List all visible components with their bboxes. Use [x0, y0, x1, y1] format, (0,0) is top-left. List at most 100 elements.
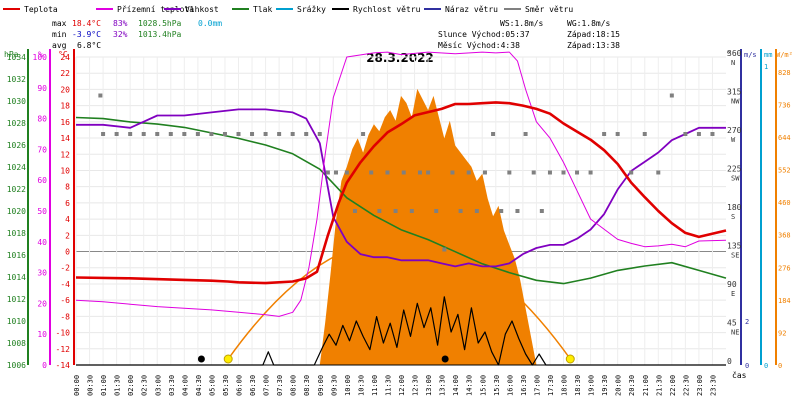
- rain-tick-label: 1: [764, 63, 768, 71]
- pressure-tick-label: 1024: [7, 163, 26, 172]
- legend-label-teplota: Teplota: [24, 5, 58, 14]
- wind-direction-dot: [236, 132, 241, 136]
- wind-direction-dot: [683, 132, 688, 136]
- stats-moonset: Západ:13:38: [567, 41, 620, 50]
- solar-tick-label: 0: [778, 362, 782, 370]
- pressure-tick-label: 1020: [7, 207, 26, 216]
- wind-direction-dot: [426, 170, 431, 175]
- wind-direction-dot: [377, 209, 382, 213]
- x-tick-label: 16:30: [520, 375, 528, 396]
- wind-direction-dot: [195, 132, 200, 136]
- direction-tick-label: 360: [727, 49, 742, 58]
- x-tick-label: 20:30: [628, 375, 636, 396]
- pressure-tick-label: 1012: [7, 295, 26, 304]
- wind-direction-dot: [114, 132, 119, 136]
- stats-max-press: 1028.5hPa: [138, 19, 182, 28]
- humidity-tick-label: 80: [37, 115, 47, 124]
- wind-direction-dot: [98, 93, 103, 98]
- direction-tick-label: 225: [727, 165, 742, 174]
- stats-max-label: max: [52, 19, 67, 28]
- axis-unit-degc: °C: [58, 50, 68, 59]
- pressure-tick-label: 1014: [7, 273, 26, 282]
- pressure-tick-label: 1006: [7, 361, 26, 370]
- wind-direction-dot: [642, 132, 647, 136]
- wind-direction-dot: [393, 209, 398, 213]
- series-rychlost-vetru: [76, 296, 726, 366]
- wind-direction-dot: [101, 132, 106, 136]
- temp-tick-label: 2: [65, 231, 70, 240]
- sunset-marker: [565, 354, 575, 364]
- pressure-tick-label: 1010: [7, 317, 26, 326]
- x-tick-label: 19:00: [588, 375, 596, 396]
- solar-tick-label: 276: [778, 264, 791, 272]
- wind-direction-dot: [531, 170, 536, 175]
- axis-unit-time: čas: [732, 370, 747, 380]
- wind-direction-dot: [491, 132, 496, 136]
- x-tick-label: 14:00: [452, 375, 460, 396]
- x-tick-label: 02:30: [141, 375, 149, 396]
- pressure-tick-label: 1030: [7, 97, 26, 106]
- stats-max-temp: 18.4°C: [72, 19, 101, 28]
- legend-label-tlak: Tlak: [253, 5, 272, 14]
- wind-direction-dot: [385, 170, 390, 175]
- wind-direction-dot: [547, 170, 552, 175]
- x-tick-label: 03:00: [154, 375, 162, 396]
- wind-direction-dot: [710, 132, 715, 136]
- sunrise-marker: [223, 354, 233, 364]
- moonrise-marker: [197, 355, 205, 363]
- stats-max-rain: 0.0mm: [198, 19, 222, 28]
- wind-speed-tick-label: 2: [745, 318, 749, 326]
- wind-direction-dot: [361, 132, 366, 136]
- x-tick-label: 22:00: [669, 375, 677, 396]
- wind-direction-dot: [277, 132, 282, 136]
- temp-tick-label: 12: [60, 150, 70, 159]
- x-tick-label: 17:00: [533, 375, 541, 396]
- series-prizemni-teplota: [75, 51, 727, 317]
- wind-direction-dot: [629, 170, 634, 175]
- sun-path-arc: [227, 238, 571, 360]
- temp-tick-label: 4: [65, 215, 70, 224]
- wind-direction-dot: [507, 170, 512, 175]
- temp-tick-label: -8: [60, 312, 70, 321]
- x-tick-label: 14:30: [466, 375, 474, 396]
- humidity-tick-label: 60: [37, 176, 47, 185]
- x-tick-label: 15:00: [479, 375, 487, 396]
- humidity-tick-label: 20: [37, 299, 47, 308]
- x-tick-label: 22:30: [682, 375, 690, 396]
- direction-compass-label: E: [731, 290, 735, 298]
- wind-direction-dot: [515, 209, 520, 213]
- solar-tick-label: 184: [778, 297, 791, 305]
- wind-direction-dot: [499, 209, 504, 213]
- temp-tick-label: -10: [56, 329, 71, 338]
- x-tick-label: 16:00: [506, 375, 514, 396]
- x-tick-label: 06:00: [236, 375, 244, 396]
- axis-unit-deg: °: [726, 50, 731, 59]
- x-tick-label: 20:00: [615, 375, 623, 396]
- stats-sunset: Západ:18:15: [567, 30, 620, 39]
- x-tick-label: 19:30: [601, 375, 609, 396]
- x-tick-label: 00:00: [73, 375, 81, 396]
- x-tick-label: 09:00: [317, 375, 325, 396]
- legend-label-vlhkost: Vlhkost: [185, 5, 219, 14]
- temp-tick-label: -12: [56, 345, 71, 354]
- temp-tick-label: 6: [65, 199, 70, 208]
- x-tick-label: 04:30: [195, 375, 203, 396]
- wind-direction-dot: [615, 132, 620, 136]
- wind-direction-dot: [209, 132, 214, 136]
- wind-direction-dot: [325, 170, 330, 175]
- x-tick-label: 13:00: [425, 375, 433, 396]
- axis-unit-pct: %: [38, 50, 43, 59]
- humidity-tick-label: 100: [33, 53, 48, 62]
- markers: [197, 355, 449, 363]
- temp-tick-label: -4: [60, 280, 70, 289]
- wind-direction-dot: [588, 170, 593, 175]
- pressure-tick-label: 1026: [7, 141, 26, 150]
- solar-tick-label: 460: [778, 199, 791, 207]
- solar-radiation-fill: [319, 88, 537, 366]
- direction-compass-label: W: [731, 136, 736, 144]
- temp-tick-label: 24: [60, 53, 70, 62]
- series-teplota: [75, 101, 727, 285]
- x-tick-label: 09:30: [330, 375, 338, 396]
- rain-tick-label: 0: [764, 362, 768, 370]
- wind-direction-dot: [539, 209, 544, 213]
